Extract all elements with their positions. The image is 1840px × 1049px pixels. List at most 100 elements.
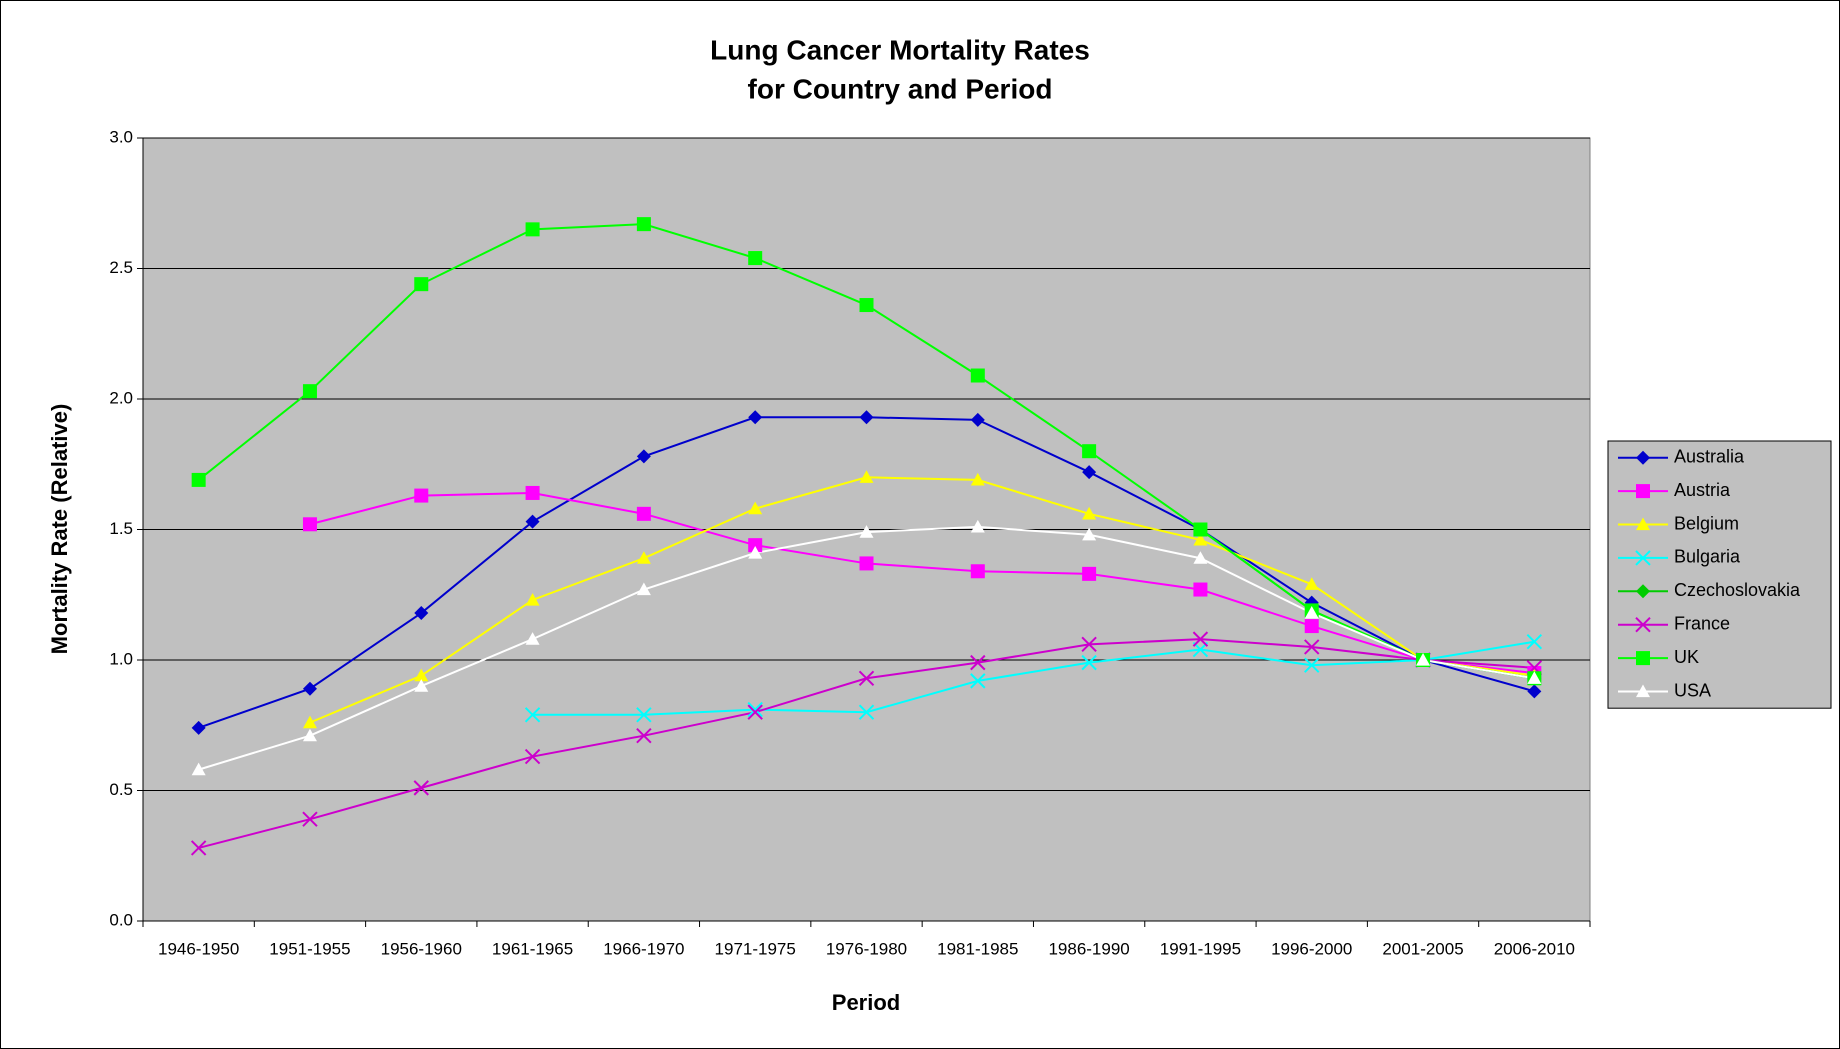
legend-marker bbox=[1636, 450, 1650, 465]
marker bbox=[1304, 657, 1320, 673]
marker bbox=[525, 514, 540, 529]
marker bbox=[1081, 654, 1097, 671]
marker bbox=[414, 606, 429, 621]
series-line bbox=[532, 640, 1535, 716]
x-tick-label: 1946-1950 bbox=[158, 939, 239, 958]
marker bbox=[524, 707, 541, 723]
marker bbox=[191, 762, 206, 776]
legend-label: Czechoslovakia bbox=[1674, 580, 1801, 600]
series-line bbox=[309, 491, 1535, 675]
y-tick-label: 2.5 bbox=[109, 258, 133, 277]
marker bbox=[748, 545, 763, 559]
x-tick-label: 1991-1995 bbox=[1160, 939, 1241, 958]
y-axis-title: Mortality Rate (Relative) bbox=[47, 404, 72, 655]
marker bbox=[748, 410, 763, 425]
x-tick-label: 1976-1980 bbox=[826, 939, 907, 958]
marker bbox=[970, 673, 986, 689]
x-tick-label: 1996-2000 bbox=[1271, 939, 1352, 958]
x-tick-label: 2001-2005 bbox=[1382, 939, 1463, 958]
legend-label: Bulgaria bbox=[1674, 547, 1741, 567]
marker bbox=[413, 780, 429, 796]
x-tick-label: 1981-1985 bbox=[937, 939, 1018, 958]
marker bbox=[191, 472, 206, 487]
marker bbox=[859, 556, 874, 571]
marker bbox=[1304, 577, 1319, 590]
marker bbox=[302, 715, 317, 729]
chart-title: Lung Cancer Mortality Rates bbox=[710, 34, 1090, 65]
marker bbox=[525, 592, 540, 606]
marker bbox=[1193, 532, 1208, 546]
marker bbox=[970, 472, 985, 486]
legend-label: UK bbox=[1674, 647, 1699, 667]
marker bbox=[748, 501, 763, 515]
x-tick-label: 1961-1965 bbox=[492, 939, 573, 958]
marker bbox=[1192, 631, 1209, 647]
marker bbox=[859, 410, 874, 425]
legend-label: France bbox=[1674, 613, 1730, 633]
marker bbox=[859, 525, 874, 538]
marker bbox=[636, 727, 652, 744]
marker bbox=[748, 538, 763, 553]
marker bbox=[970, 654, 986, 671]
x-tick-label: 1956-1960 bbox=[381, 939, 462, 958]
legend-marker bbox=[1635, 616, 1651, 633]
marker bbox=[1193, 551, 1208, 564]
marker bbox=[414, 668, 429, 682]
marker bbox=[1304, 606, 1319, 619]
marker bbox=[636, 449, 651, 464]
marker bbox=[302, 384, 317, 399]
marker bbox=[636, 582, 651, 596]
y-tick-label: 2.0 bbox=[109, 388, 133, 407]
y-tick-label: 3.0 bbox=[109, 127, 133, 146]
chart-title: for Country and Period bbox=[748, 73, 1053, 104]
marker bbox=[970, 412, 985, 427]
series-line bbox=[309, 476, 1535, 724]
marker bbox=[525, 222, 540, 237]
y-tick-label: 0.0 bbox=[109, 910, 133, 929]
marker bbox=[1082, 527, 1097, 541]
marker bbox=[1526, 634, 1543, 650]
marker bbox=[858, 670, 875, 686]
marker bbox=[1527, 671, 1542, 684]
marker bbox=[858, 704, 875, 720]
marker bbox=[190, 840, 207, 856]
marker bbox=[636, 506, 651, 521]
legend-marker bbox=[1636, 584, 1650, 599]
marker bbox=[748, 251, 763, 266]
marker bbox=[970, 564, 985, 579]
legend-label: Australia bbox=[1674, 446, 1745, 466]
marker bbox=[970, 519, 985, 533]
marker bbox=[1304, 619, 1319, 634]
marker bbox=[302, 811, 318, 827]
y-tick-label: 1.5 bbox=[109, 519, 133, 538]
legend-label: Austria bbox=[1674, 480, 1731, 500]
legend-marker bbox=[1636, 651, 1650, 666]
marker bbox=[1193, 522, 1208, 537]
x-axis-title: Period bbox=[832, 990, 900, 1015]
marker bbox=[191, 720, 206, 735]
marker bbox=[636, 707, 652, 723]
marker bbox=[1416, 653, 1431, 666]
marker bbox=[1082, 465, 1097, 480]
legend-label: USA bbox=[1674, 680, 1711, 700]
marker bbox=[302, 517, 317, 532]
marker bbox=[414, 277, 429, 292]
marker bbox=[747, 701, 763, 718]
x-tick-label: 1986-1990 bbox=[1048, 939, 1129, 958]
marker bbox=[636, 551, 651, 564]
y-tick-label: 1.0 bbox=[109, 649, 133, 668]
x-tick-label: 1966-1970 bbox=[603, 939, 684, 958]
marker bbox=[859, 470, 874, 483]
marker bbox=[302, 681, 317, 696]
marker bbox=[524, 748, 541, 765]
legend-marker bbox=[1636, 517, 1650, 531]
marker bbox=[1082, 566, 1097, 581]
marker bbox=[1082, 444, 1097, 459]
marker bbox=[1527, 684, 1542, 699]
legend-marker bbox=[1636, 684, 1650, 698]
marker bbox=[970, 368, 985, 383]
marker bbox=[636, 217, 651, 232]
marker bbox=[1081, 636, 1097, 653]
legend-marker bbox=[1635, 550, 1651, 566]
